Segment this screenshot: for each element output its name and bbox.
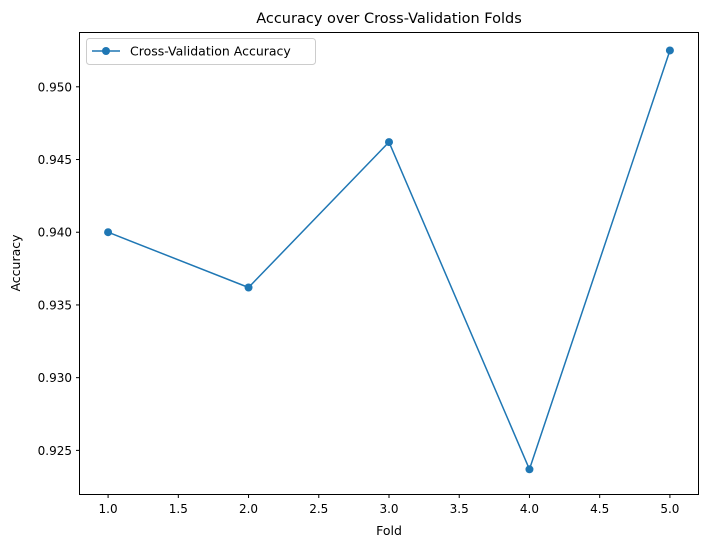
y-axis-label: Accuracy (8, 234, 23, 292)
x-axis-label: Fold (376, 523, 402, 538)
y-tick-label: 0.945 (38, 153, 72, 167)
y-tick-label: 0.930 (38, 371, 72, 385)
legend-marker-swatch (102, 47, 110, 55)
data-point (104, 228, 113, 237)
x-tick-label: 3.5 (450, 502, 469, 516)
x-tick-label: 4.0 (520, 502, 539, 516)
y-tick-label: 0.950 (38, 80, 72, 94)
legend: Cross-Validation Accuracy (86, 38, 316, 65)
legend-box (86, 38, 316, 65)
x-tick-label: 4.5 (590, 502, 609, 516)
series-layer (104, 46, 674, 474)
x-tick-label: 5.0 (660, 502, 679, 516)
x-tick-label: 1.5 (169, 502, 188, 516)
data-point (665, 46, 674, 55)
data-point (385, 138, 393, 147)
y-tick-label: 0.925 (38, 444, 72, 458)
plot-area-frame (79, 32, 699, 495)
data-point (525, 465, 534, 474)
x-tick-label: 2.0 (239, 502, 258, 516)
chart-title: Accuracy over Cross-Validation Folds (256, 11, 522, 27)
y-tick-label: 0.940 (38, 226, 72, 240)
legend-label: Cross-Validation Accuracy (130, 44, 291, 59)
y-tick-label: 0.935 (38, 298, 72, 312)
x-tick-label: 2.5 (309, 502, 328, 516)
x-tick-label: 3.0 (379, 502, 398, 516)
ticks-layer: 1.0 1.5 2.0 2.5 3.0 3.5 4.0 4.5 5.0 0.925 0.930 0.9… (38, 80, 680, 516)
x-tick-label: 1.0 (99, 502, 118, 516)
data-point (244, 283, 253, 292)
